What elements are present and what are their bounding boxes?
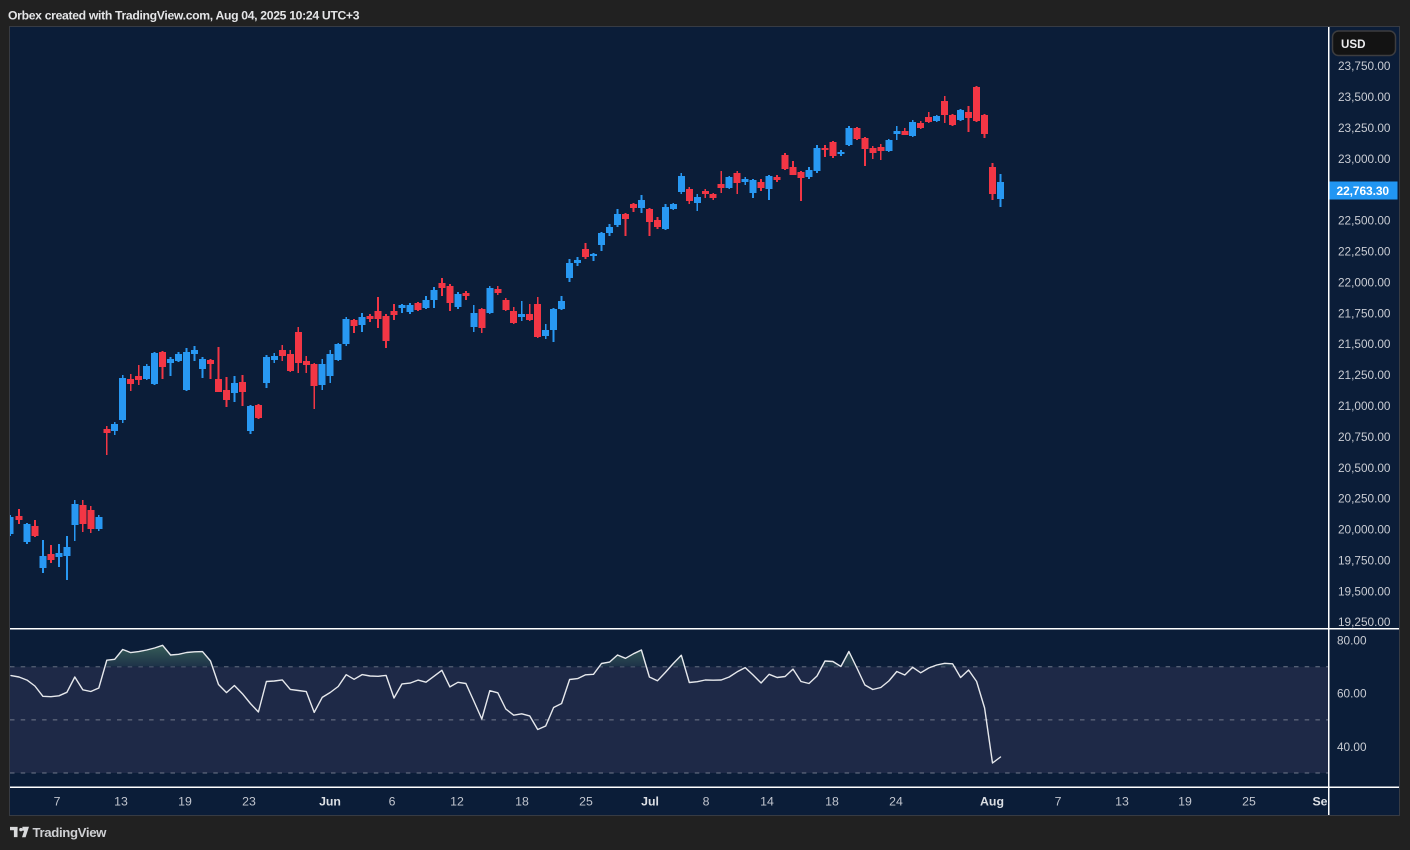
svg-text:7: 7: [1055, 794, 1062, 808]
svg-text:8: 8: [703, 794, 710, 808]
svg-text:22,250.00: 22,250.00: [1338, 245, 1391, 259]
svg-text:13: 13: [114, 794, 128, 808]
svg-text:13: 13: [1115, 794, 1129, 808]
svg-text:USD: USD: [1341, 38, 1365, 51]
svg-text:19: 19: [178, 794, 192, 808]
svg-text:7: 7: [54, 794, 61, 808]
svg-text:40.00: 40.00: [1337, 740, 1367, 754]
svg-text:20,750.00: 20,750.00: [1338, 430, 1391, 444]
svg-text:Jul: Jul: [641, 794, 659, 808]
svg-text:25: 25: [579, 794, 593, 808]
svg-text:21,000.00: 21,000.00: [1338, 399, 1391, 413]
svg-text:22,500.00: 22,500.00: [1338, 214, 1391, 228]
svg-text:18: 18: [515, 794, 529, 808]
svg-text:20,250.00: 20,250.00: [1338, 492, 1391, 506]
svg-text:24: 24: [889, 794, 903, 808]
svg-text:21,750.00: 21,750.00: [1338, 306, 1391, 320]
svg-text:23,500.00: 23,500.00: [1338, 90, 1391, 104]
svg-text:23,250.00: 23,250.00: [1338, 121, 1391, 135]
svg-text:19,750.00: 19,750.00: [1338, 553, 1391, 567]
svg-text:21,500.00: 21,500.00: [1338, 337, 1391, 351]
svg-text:12: 12: [450, 794, 464, 808]
svg-text:23: 23: [242, 794, 256, 808]
svg-text:19,250.00: 19,250.00: [1338, 615, 1391, 629]
svg-text:Orbex created with TradingView: Orbex created with TradingView.com, Aug …: [8, 8, 360, 22]
svg-text:14: 14: [760, 794, 774, 808]
svg-text:25: 25: [1242, 794, 1256, 808]
svg-text:60.00: 60.00: [1337, 687, 1367, 701]
svg-text:20,500.00: 20,500.00: [1338, 461, 1391, 475]
svg-text:Se: Se: [1312, 794, 1327, 808]
svg-text:22,763.30: 22,763.30: [1337, 184, 1390, 198]
svg-text:19: 19: [1178, 794, 1192, 808]
svg-text:Jun: Jun: [319, 794, 341, 808]
svg-text:22,000.00: 22,000.00: [1338, 276, 1391, 290]
svg-text:21,250.00: 21,250.00: [1338, 368, 1391, 382]
svg-text:Aug: Aug: [980, 794, 1004, 808]
svg-text:18: 18: [825, 794, 839, 808]
svg-text:6: 6: [389, 794, 396, 808]
svg-text:19,500.00: 19,500.00: [1338, 584, 1391, 598]
svg-text:23,750.00: 23,750.00: [1338, 59, 1391, 73]
svg-text:TradingView: TradingView: [33, 825, 108, 840]
svg-text:23,000.00: 23,000.00: [1338, 152, 1391, 166]
svg-text:20,000.00: 20,000.00: [1338, 523, 1391, 537]
svg-text:80.00: 80.00: [1337, 633, 1367, 647]
